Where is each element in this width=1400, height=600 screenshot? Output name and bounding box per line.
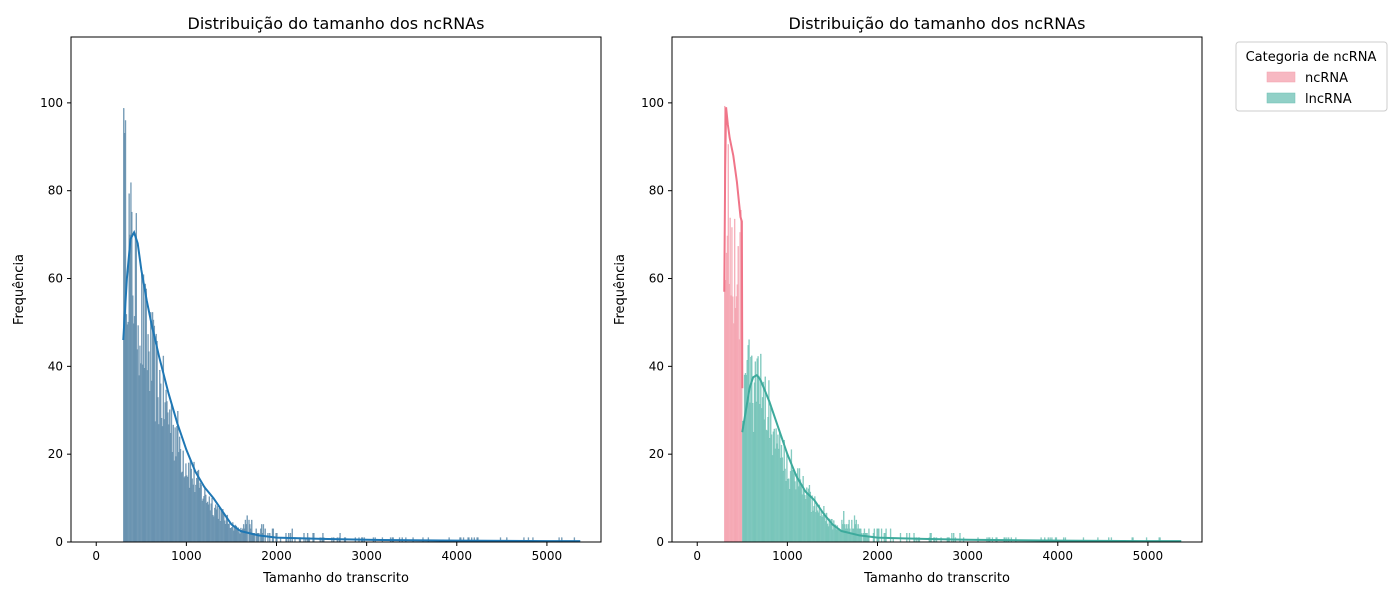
x-tick-label: 2000: [261, 549, 292, 563]
legend-title: Categoria de ncRNA: [1246, 50, 1377, 65]
histogram-bar: [291, 528, 293, 543]
y-tick-label: 40: [649, 359, 664, 373]
y-tick-label: 0: [656, 535, 664, 549]
histogram-bar: [873, 528, 876, 543]
histogram-bar: [930, 533, 932, 543]
legend-entry-label: ncRNA: [1305, 71, 1348, 86]
histogram-bar: [861, 533, 863, 543]
legend-swatch: [1266, 92, 1296, 104]
histogram-bar: [959, 533, 961, 543]
y-tick-label: 0: [55, 535, 63, 549]
x-axis-label: Tamanho do transcrito: [262, 571, 409, 586]
histogram-bar: [313, 533, 315, 543]
axes-frame: [70, 36, 602, 543]
x-tick-label: 3000: [351, 549, 382, 563]
x-tick-label: 1000: [772, 549, 803, 563]
histogram-bar: [272, 528, 275, 543]
y-tick-label: 60: [649, 272, 664, 286]
left-histogram-panel: 0 1000 2000 3000 4000 5000 0 20 40 60 80 100 Distrib…: [12, 14, 602, 586]
y-tick-label: 40: [48, 359, 63, 373]
y-tick-label: 100: [40, 96, 63, 110]
x-tick-label: 1000: [171, 549, 202, 563]
y-axis-label: Frequência: [613, 254, 628, 325]
y-tick-label: 80: [649, 184, 664, 198]
legend: Categoria de ncRNA ncRNA lncRNA: [1235, 41, 1388, 112]
legend-entry-label: lncRNA: [1305, 92, 1352, 107]
kde-line: [741, 373, 1182, 543]
histogram-bar: [339, 533, 341, 543]
x-tick-label: 0: [92, 549, 100, 563]
chart-title: Distribuição do tamanho dos ncRNAs: [188, 14, 485, 33]
kde-line: [723, 107, 744, 389]
x-tick-label: 0: [693, 549, 701, 563]
y-tick-label: 100: [641, 96, 664, 110]
histogram-bar: [951, 533, 953, 543]
y-tick-label: 60: [48, 272, 63, 286]
histogram-bars: [724, 105, 1161, 543]
x-tick-label: 4000: [442, 549, 473, 563]
y-tick-label: 80: [48, 184, 63, 198]
x-tick-label: 3000: [952, 549, 983, 563]
histogram-bar: [880, 528, 883, 543]
kde-line: [122, 229, 581, 543]
chart-title: Distribuição do tamanho dos ncRNAs: [789, 14, 1086, 33]
x-tick-label: 2000: [862, 549, 893, 563]
histogram-bar: [868, 528, 870, 543]
histogram-bar: [878, 528, 880, 543]
axes-frame: [671, 36, 1203, 543]
x-axis-label: Tamanho do transcrito: [863, 571, 1010, 586]
y-tick-label: 20: [48, 447, 63, 461]
right-histogram-panel: 0 1000 2000 3000 4000 5000 0 20 40 60 80 100 Distrib…: [613, 14, 1203, 586]
histogram-bar: [885, 528, 887, 543]
x-tick-label: 5000: [532, 549, 563, 563]
histogram-bar: [953, 533, 955, 543]
x-tick-label: 4000: [1043, 549, 1074, 563]
x-tick-label: 5000: [1133, 549, 1164, 563]
histogram-bar: [262, 524, 265, 543]
histogram-bar: [246, 515, 248, 543]
histogram-bar: [889, 528, 892, 543]
legend-swatch: [1266, 71, 1296, 83]
y-tick-label: 20: [649, 447, 664, 461]
y-axis-label: Frequência: [12, 254, 27, 325]
histogram-bars: [123, 108, 576, 543]
